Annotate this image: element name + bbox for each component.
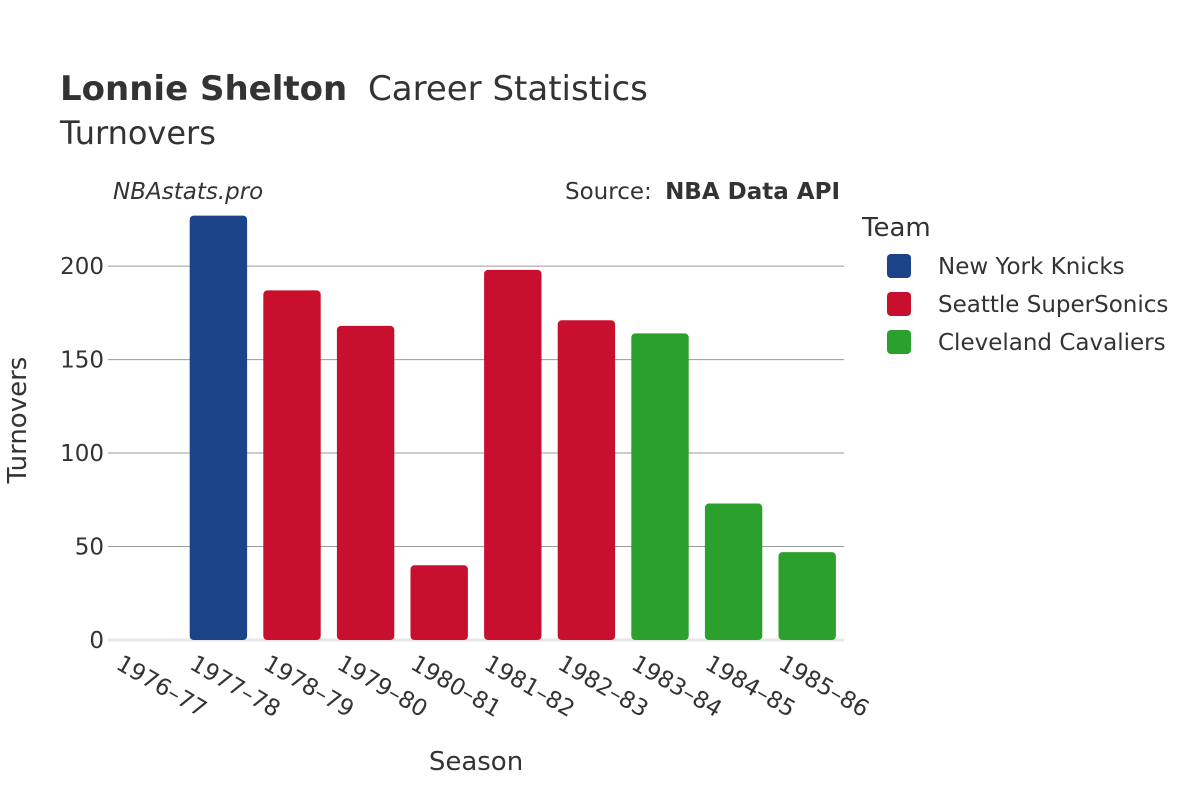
chart-title: Lonnie Shelton Career Statistics	[60, 69, 648, 109]
legend-swatch	[887, 292, 911, 316]
x-tick-labels: 1976–771977–781978–791979–801980–811981–…	[112, 651, 873, 723]
legend: Team New York Knicks Seattle SuperSonics C…	[861, 213, 1168, 356]
source-name: NBA Data API	[665, 179, 840, 205]
bar	[557, 320, 616, 640]
y-tick-label: 0	[89, 628, 104, 654]
x-axis-label: Season	[429, 747, 523, 777]
bar	[263, 290, 321, 640]
bar	[631, 333, 689, 640]
legend-title: Team	[861, 213, 931, 243]
legend-swatch	[887, 330, 911, 354]
y-tick-label: 50	[75, 535, 104, 561]
legend-label: Cleveland Cavaliers	[938, 330, 1166, 356]
y-tick-label: 200	[60, 254, 104, 280]
y-tick-labels: 0 50 100 150 200	[60, 254, 104, 654]
y-tick-label: 150	[60, 348, 104, 374]
legend-swatch	[887, 254, 911, 278]
bar	[189, 215, 248, 640]
bars	[189, 215, 836, 640]
bar	[410, 565, 468, 640]
bar	[704, 503, 763, 640]
source-prefix: Source:	[565, 179, 652, 205]
source-credit: Source: NBA Data API	[565, 179, 840, 205]
chart-subtitle: Turnovers	[59, 114, 216, 152]
watermark: NBAstats.pro	[113, 179, 263, 205]
y-axis-label: Turnovers	[3, 357, 33, 485]
legend-label: New York Knicks	[938, 254, 1125, 280]
bar	[484, 269, 542, 640]
bar	[336, 325, 395, 640]
legend-label: Seattle SuperSonics	[938, 292, 1168, 318]
bar	[778, 552, 836, 640]
chart-title-bold: Lonnie Shelton	[60, 69, 347, 109]
y-tick-label: 100	[60, 441, 104, 467]
chart-title-rest: Career Statistics	[368, 69, 648, 109]
